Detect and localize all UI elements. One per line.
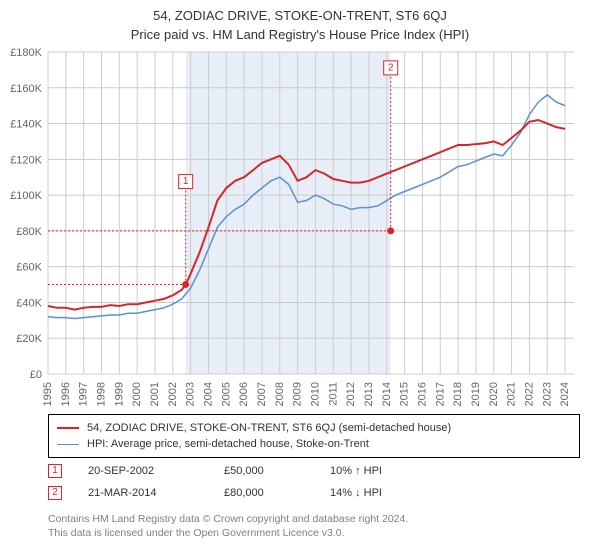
marker-id: 2	[388, 62, 394, 73]
svg-text:1997: 1997	[78, 382, 90, 406]
marker-delta: 10% ↑ HPI	[330, 460, 450, 482]
marker-row: 2 21-MAR-2014 £80,000 14% ↓ HPI	[48, 482, 580, 504]
chart-svg: £0£20K£40K£60K£80K£100K£120K£140K£160K£1…	[48, 48, 580, 398]
svg-text:1999: 1999	[113, 382, 125, 406]
svg-text:2001: 2001	[149, 382, 161, 406]
svg-text:2016: 2016	[416, 382, 428, 406]
svg-text:2015: 2015	[399, 382, 411, 406]
svg-text:2012: 2012	[345, 382, 357, 406]
svg-text:2007: 2007	[256, 382, 268, 406]
svg-text:2008: 2008	[274, 382, 286, 406]
chart-subtitle: Price paid vs. HM Land Registry's House …	[0, 23, 600, 42]
svg-text:£180K: £180K	[10, 47, 42, 59]
svg-text:2006: 2006	[238, 382, 250, 406]
svg-text:2022: 2022	[523, 382, 535, 406]
svg-text:2018: 2018	[452, 382, 464, 406]
marker-id-box: 1	[48, 464, 62, 478]
marker-price: £80,000	[224, 482, 304, 504]
svg-text:2000: 2000	[131, 382, 143, 406]
svg-text:2010: 2010	[309, 382, 321, 406]
legend-swatch	[57, 444, 79, 445]
svg-text:£140K: £140K	[10, 119, 42, 131]
svg-text:2017: 2017	[434, 382, 446, 406]
svg-text:2011: 2011	[327, 382, 339, 406]
svg-text:£160K: £160K	[10, 83, 42, 95]
marker-point	[387, 227, 394, 234]
svg-text:1995: 1995	[42, 382, 54, 406]
svg-text:1998: 1998	[95, 382, 107, 406]
svg-text:1996: 1996	[60, 382, 72, 406]
svg-text:2005: 2005	[220, 382, 232, 406]
svg-text:£20K: £20K	[16, 333, 42, 345]
marker-date: 20-SEP-2002	[88, 460, 198, 482]
svg-text:£40K: £40K	[16, 297, 42, 309]
svg-text:2014: 2014	[381, 382, 393, 406]
svg-text:2023: 2023	[541, 382, 553, 406]
legend-swatch	[57, 427, 79, 429]
marker-id: 1	[183, 176, 189, 187]
chart-area: £0£20K£40K£60K£80K£100K£120K£140K£160K£1…	[48, 48, 580, 398]
svg-text:2020: 2020	[488, 382, 500, 406]
svg-text:£120K: £120K	[10, 154, 42, 166]
svg-text:2004: 2004	[202, 382, 214, 406]
svg-text:2002: 2002	[167, 382, 179, 406]
marker-price: £50,000	[224, 460, 304, 482]
svg-text:2003: 2003	[185, 382, 197, 406]
legend-item: 54, ZODIAC DRIVE, STOKE-ON-TRENT, ST6 6Q…	[57, 420, 571, 436]
footer-line-2: This data is licensed under the Open Gov…	[48, 526, 580, 540]
legend-item: HPI: Average price, semi-detached house,…	[57, 436, 571, 452]
svg-text:2024: 2024	[559, 382, 571, 406]
marker-date: 21-MAR-2014	[88, 482, 198, 504]
svg-text:£0: £0	[30, 369, 42, 381]
svg-text:2019: 2019	[470, 382, 482, 406]
legend-label: 54, ZODIAC DRIVE, STOKE-ON-TRENT, ST6 6Q…	[87, 420, 451, 436]
marker-table: 1 20-SEP-2002 £50,000 10% ↑ HPI 2 21-MAR-2014…	[48, 460, 580, 504]
svg-text:£60K: £60K	[16, 262, 42, 274]
svg-text:2013: 2013	[363, 382, 375, 406]
svg-text:2021: 2021	[506, 382, 518, 406]
marker-delta: 14% ↓ HPI	[330, 482, 450, 504]
svg-text:£80K: £80K	[16, 226, 42, 238]
svg-text:£100K: £100K	[10, 190, 42, 202]
marker-id-box: 2	[48, 486, 62, 500]
legend-label: HPI: Average price, semi-detached house,…	[87, 436, 369, 452]
legend: 54, ZODIAC DRIVE, STOKE-ON-TRENT, ST6 6Q…	[48, 414, 580, 458]
marker-point	[182, 281, 189, 288]
marker-row: 1 20-SEP-2002 £50,000 10% ↑ HPI	[48, 460, 580, 482]
footer: Contains HM Land Registry data © Crown c…	[48, 512, 580, 540]
footer-line-1: Contains HM Land Registry data © Crown c…	[48, 512, 580, 526]
svg-text:2009: 2009	[292, 382, 304, 406]
chart-title: 54, ZODIAC DRIVE, STOKE-ON-TRENT, ST6 6Q…	[0, 0, 600, 23]
